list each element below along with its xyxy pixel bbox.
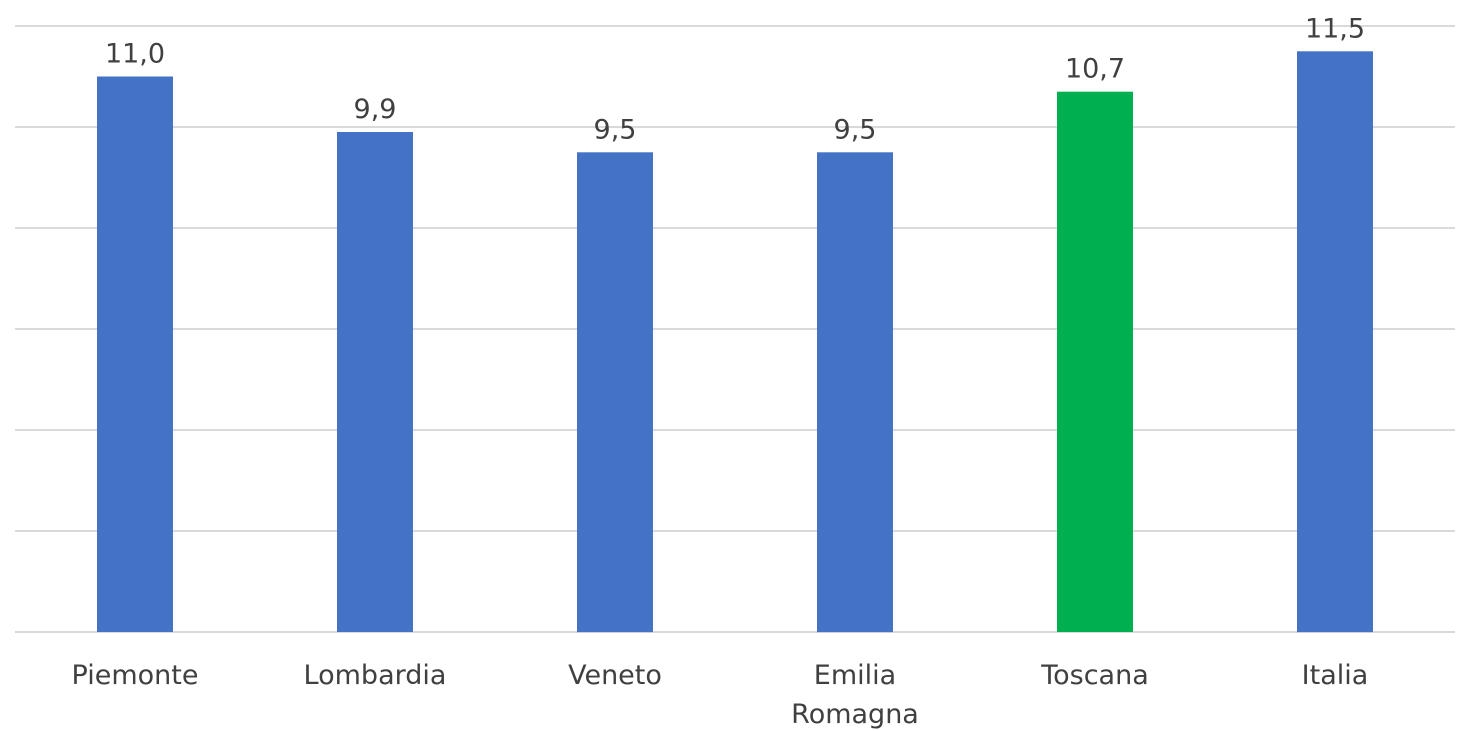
- bar-toscana: [1057, 91, 1133, 632]
- tick-label-piemonte: Piemonte: [72, 660, 199, 691]
- data-label-toscana: 10,7: [1065, 54, 1125, 85]
- bar-veneto: [577, 152, 653, 633]
- category-tick-labels: Piemonte Lombardia Veneto Emilia Romagna Tosc…: [72, 660, 1369, 730]
- data-label-piemonte: 11,0: [105, 39, 165, 70]
- data-label-lombardia: 9,9: [354, 94, 397, 125]
- gridlines: [15, 25, 1455, 633]
- data-label-emilia-romagna: 9,5: [834, 114, 877, 145]
- bar-italia: [1297, 51, 1373, 633]
- tick-label-italia: Italia: [1302, 660, 1369, 691]
- bar-lombardia: [337, 132, 413, 632]
- data-labels: 11,0 9,9 9,5 9,5 10,7 11,5: [105, 13, 1365, 145]
- tick-label-lombardia: Lombardia: [304, 660, 447, 691]
- tick-label-veneto: Veneto: [568, 660, 662, 691]
- bars: [97, 51, 1373, 633]
- tick-label-emilia-romagna: Emilia Romagna: [791, 660, 919, 730]
- tick-label-toscana: Toscana: [1040, 660, 1149, 691]
- bar-emilia-romagna: [817, 152, 893, 633]
- data-label-veneto: 9,5: [594, 114, 637, 145]
- data-label-italia: 11,5: [1305, 13, 1365, 44]
- bar-piemonte: [97, 76, 173, 632]
